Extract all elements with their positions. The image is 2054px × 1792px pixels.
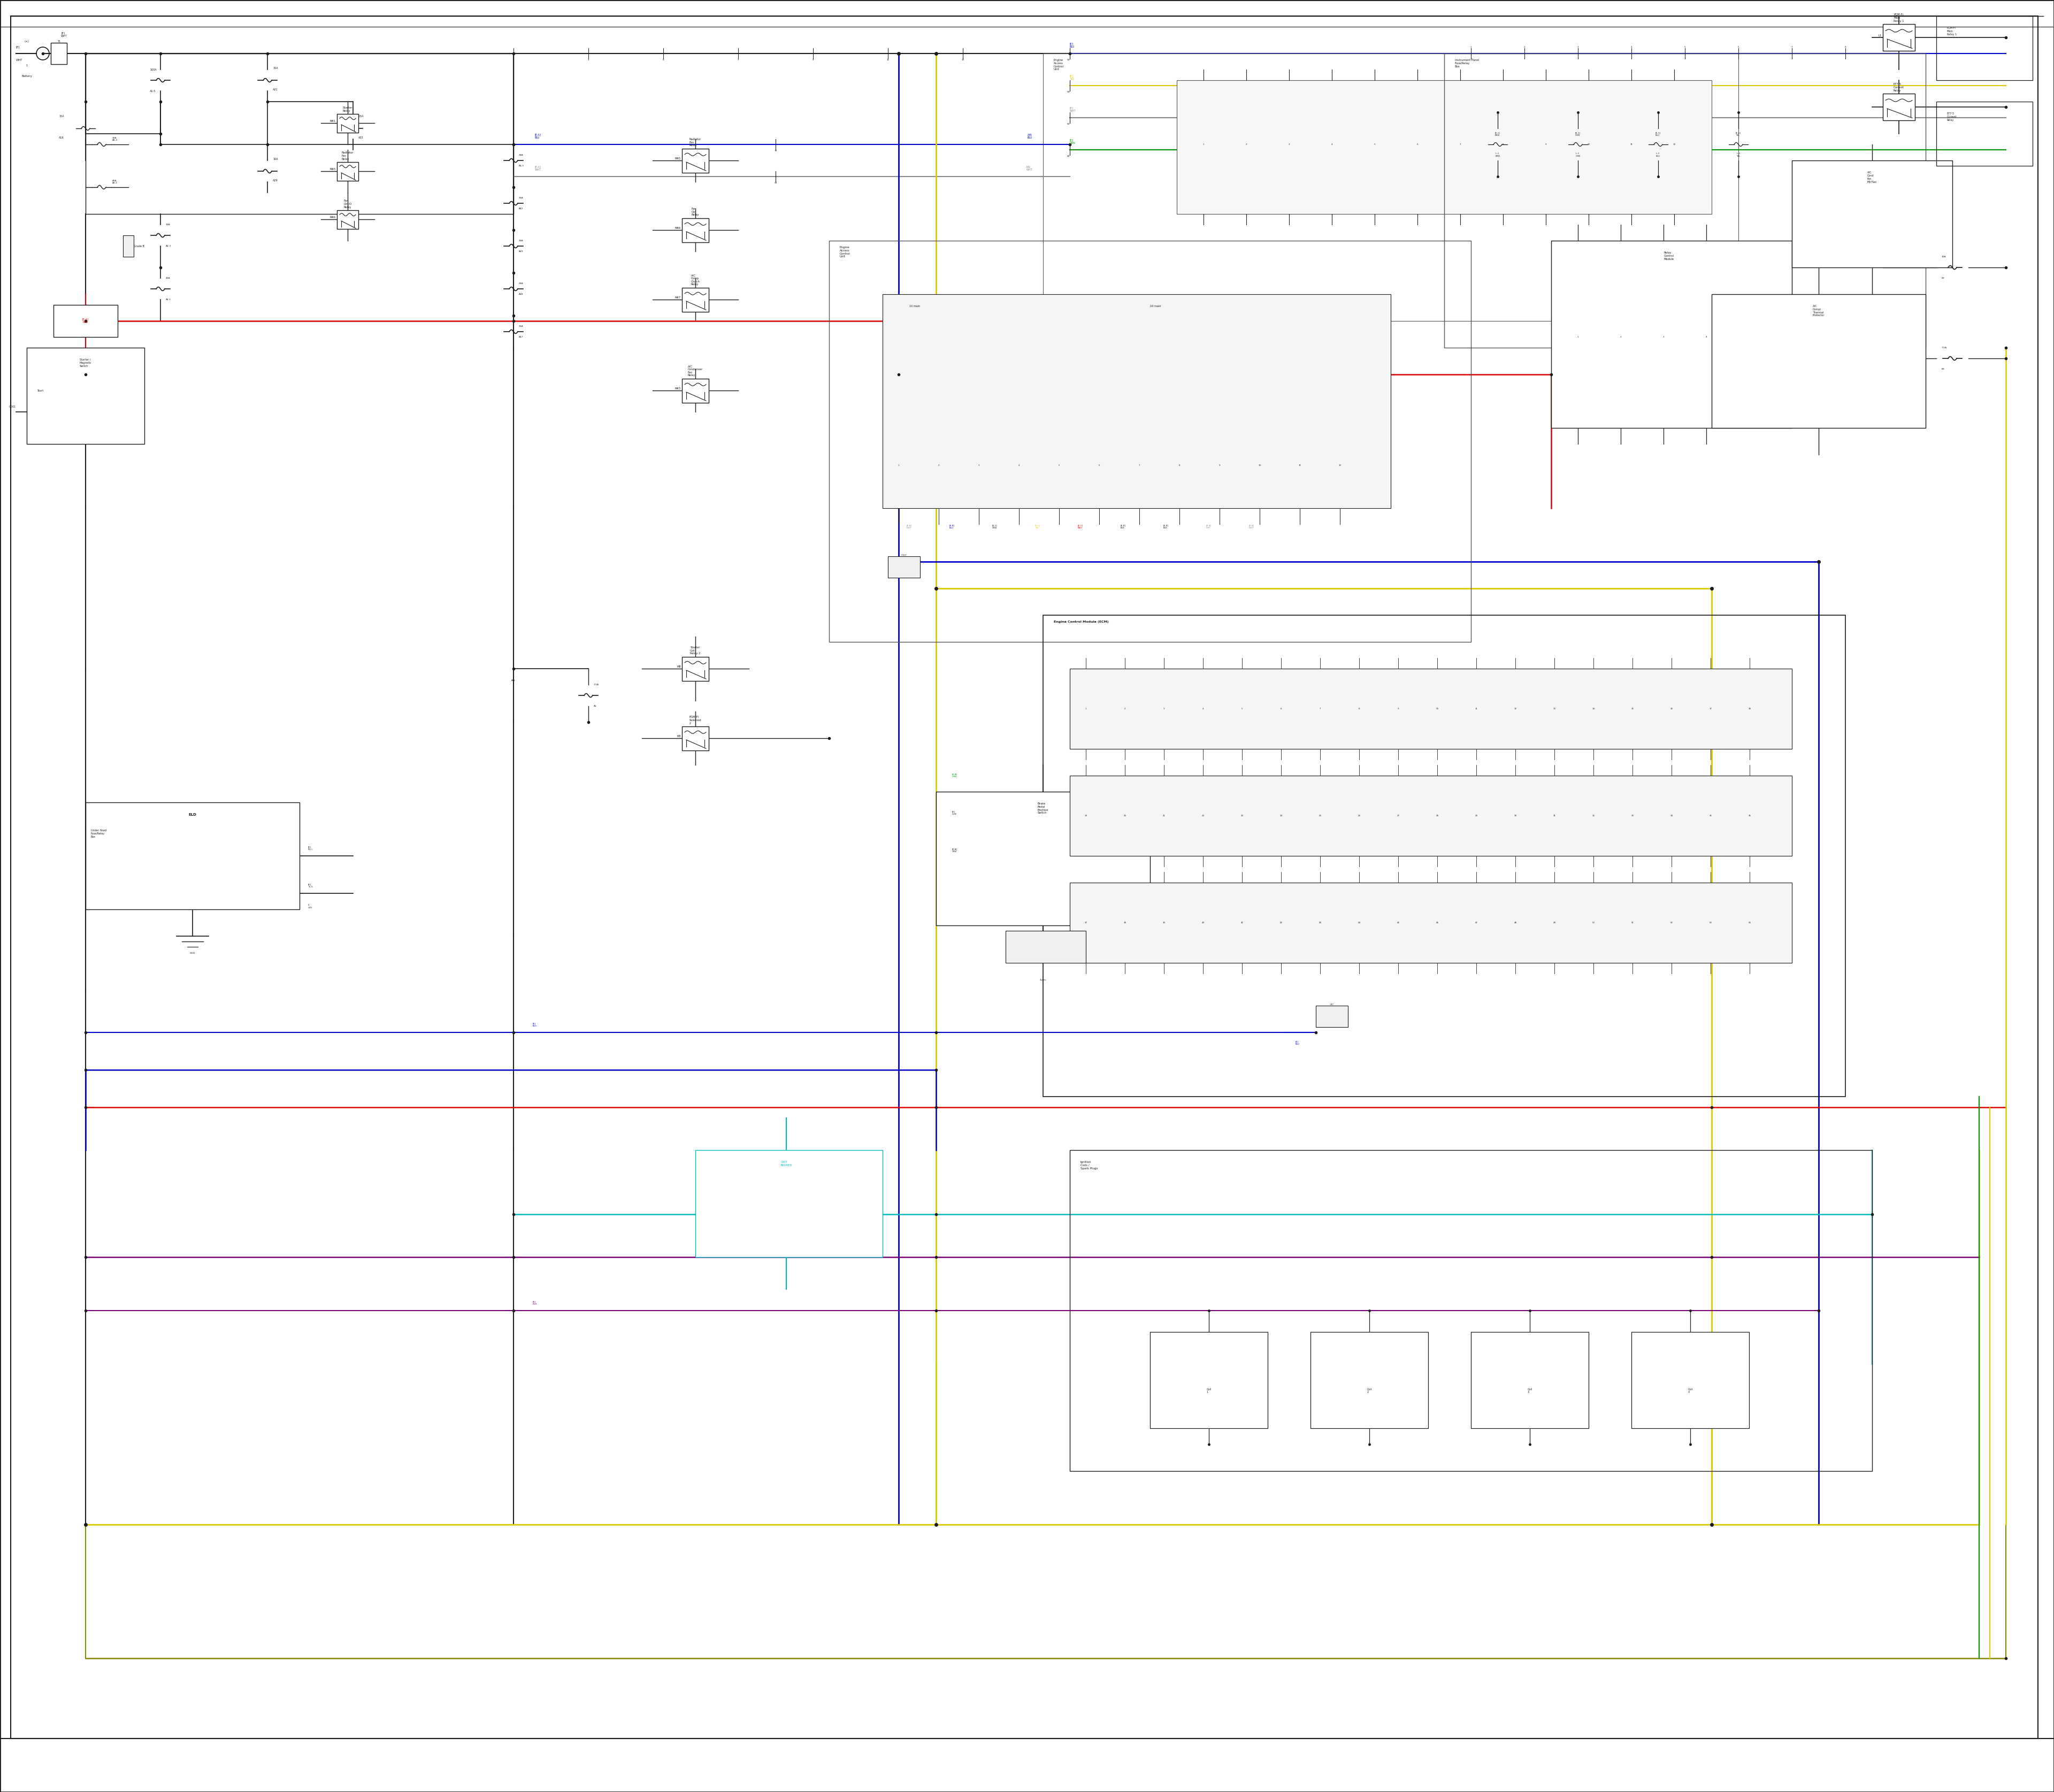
Text: ET7-5
Current
Relay: ET7-5 Current Relay <box>1894 82 1904 91</box>
Text: 51: 51 <box>774 181 776 185</box>
Bar <box>830 240 1471 642</box>
Text: [E]
WHT: [E] WHT <box>1070 106 1076 113</box>
Text: 39: 39 <box>1163 921 1165 925</box>
Text: 27: 27 <box>1397 815 1399 817</box>
Text: ELD: ELD <box>189 814 197 817</box>
Bar <box>1150 1331 1267 1428</box>
Text: 20A: 20A <box>520 283 524 285</box>
Text: [E-8]
GRY: [E-8] GRY <box>1206 525 1212 529</box>
Text: 51: 51 <box>1631 921 1633 925</box>
Text: IL-1
BLU: IL-1 BLU <box>1656 152 1660 158</box>
Text: ET7-5
Current
Relay: ET7-5 Current Relay <box>1947 113 1957 122</box>
Bar <box>1006 930 1087 962</box>
Text: 12: 12 <box>1672 143 1676 145</box>
Text: 24: 24 <box>1280 815 1282 817</box>
Text: Under Hood
Fuse/Relay
Box: Under Hood Fuse/Relay Box <box>90 830 107 839</box>
Text: PGM-FI
Main
Relay 1: PGM-FI Main Relay 1 <box>1894 14 1904 23</box>
Text: [E]
BLU: [E] BLU <box>1296 1041 1300 1045</box>
Text: B2: B2 <box>1941 278 1945 280</box>
Text: 10 main: 10 main <box>910 305 920 308</box>
Text: Starter
Relay: Starter Relay <box>343 106 353 113</box>
Bar <box>1884 23 1914 50</box>
Text: A1-5: A1-5 <box>150 90 156 91</box>
Bar <box>337 210 357 229</box>
Text: A22: A22 <box>357 136 364 140</box>
Text: A/C
Cond
Fan
Mtr/Sec: A/C Cond Fan Mtr/Sec <box>1867 172 1877 183</box>
Text: [E]
RL L: [E] RL L <box>308 846 312 851</box>
Text: 30A
A2-3: 30A A2-3 <box>113 136 117 142</box>
Bar <box>696 1150 883 1256</box>
Text: Coil
3: Coil 3 <box>1528 1389 1532 1394</box>
Bar <box>123 235 134 256</box>
Text: Battery: Battery <box>21 75 33 77</box>
Text: 47: 47 <box>1475 921 1477 925</box>
Text: 40: 40 <box>1202 921 1204 925</box>
Text: 41: 41 <box>1241 921 1243 925</box>
Text: M46: M46 <box>676 228 682 229</box>
Text: 100A: 100A <box>150 68 156 72</box>
Text: Engine
Access
Control
Unit: Engine Access Control Unit <box>1054 59 1064 72</box>
Text: M3: M3 <box>676 735 682 738</box>
Text: 36: 36 <box>1748 815 1750 817</box>
Text: PGM-FI
Main
Relay 1: PGM-FI Main Relay 1 <box>1947 27 1957 36</box>
Text: [E]
CLW: [E] CLW <box>953 810 957 815</box>
Bar <box>1884 93 1914 120</box>
Bar <box>1317 1005 1347 1027</box>
Text: 20: 20 <box>1124 815 1126 817</box>
Bar <box>887 556 920 577</box>
Bar <box>86 803 300 909</box>
Text: 14: 14 <box>1592 708 1594 710</box>
Text: 11: 11 <box>887 59 889 61</box>
Text: IL-1
GRN: IL-1 GRN <box>1575 152 1580 158</box>
Text: [E-8]
BLK: [E-8] BLK <box>1163 525 1169 529</box>
Text: A/N: A/N <box>511 679 516 681</box>
Text: IL-1
BRN: IL-1 BRN <box>1495 152 1499 158</box>
Bar <box>1791 161 1953 267</box>
Text: [E-1]
GRN: [E-1] GRN <box>1575 133 1582 136</box>
Text: B2: B2 <box>1941 367 1945 371</box>
Text: 7.5A: 7.5A <box>1941 346 1947 349</box>
Text: A29: A29 <box>520 251 524 253</box>
Bar <box>682 287 709 312</box>
Bar <box>1310 1331 1428 1428</box>
Text: M46: M46 <box>331 217 337 219</box>
Text: [E-A]
BLU: [E-A] BLU <box>534 133 542 140</box>
Text: 49: 49 <box>1553 921 1555 925</box>
Text: 34: 34 <box>1670 815 1672 817</box>
Text: 45: 45 <box>1397 921 1399 925</box>
Text: 46: 46 <box>1436 921 1438 925</box>
Text: 50: 50 <box>1592 921 1594 925</box>
Bar <box>1043 54 1738 321</box>
Text: A/N
BLU: A/N BLU <box>1027 133 1033 140</box>
Text: IL-1
YEL: IL-1 YEL <box>1736 152 1740 158</box>
Text: Radiator
Fan
Relay: Radiator Fan Relay <box>690 138 700 147</box>
Text: Coil
2: Coil 2 <box>1366 1389 1372 1394</box>
Text: 4-pins: 4-pins <box>1039 978 1045 980</box>
Text: 12: 12 <box>1514 708 1516 710</box>
Text: Engine Control Module (ECM): Engine Control Module (ECM) <box>1054 620 1109 624</box>
Bar <box>682 656 709 681</box>
Text: C47: C47 <box>1329 1004 1333 1005</box>
Text: A29: A29 <box>273 179 277 181</box>
Text: [E-1]
RED: [E-1] RED <box>1078 525 1082 529</box>
Text: [E]
BLU: [E] BLU <box>532 1023 536 1027</box>
Text: [E-8]
BLK: [E-8] BLK <box>1121 525 1126 529</box>
Text: 11: 11 <box>1298 464 1300 466</box>
Text: 52: 52 <box>1670 921 1672 925</box>
Text: 7.5A: 7.5A <box>594 683 600 686</box>
Text: 28: 28 <box>1436 815 1438 817</box>
Text: 10: 10 <box>1436 708 1438 710</box>
Text: 59: 59 <box>1066 59 1070 61</box>
Text: 10A: 10A <box>1941 256 1947 258</box>
Text: 40A: 40A <box>166 278 170 280</box>
Text: A22: A22 <box>520 208 524 210</box>
Text: [E-1]
BRN: [E-1] BRN <box>1495 133 1499 136</box>
Text: A1-5: A1-5 <box>520 165 524 167</box>
Bar <box>937 792 1150 925</box>
Text: M47: M47 <box>676 297 682 299</box>
Text: 26: 26 <box>1358 815 1360 817</box>
Text: [E]
WHT: [E] WHT <box>62 32 68 38</box>
Text: 30A: 30A <box>166 224 170 226</box>
Text: Coil
4: Coil 4 <box>1688 1389 1692 1394</box>
Text: [E-1]
YEL: [E-1] YEL <box>1035 525 1039 529</box>
